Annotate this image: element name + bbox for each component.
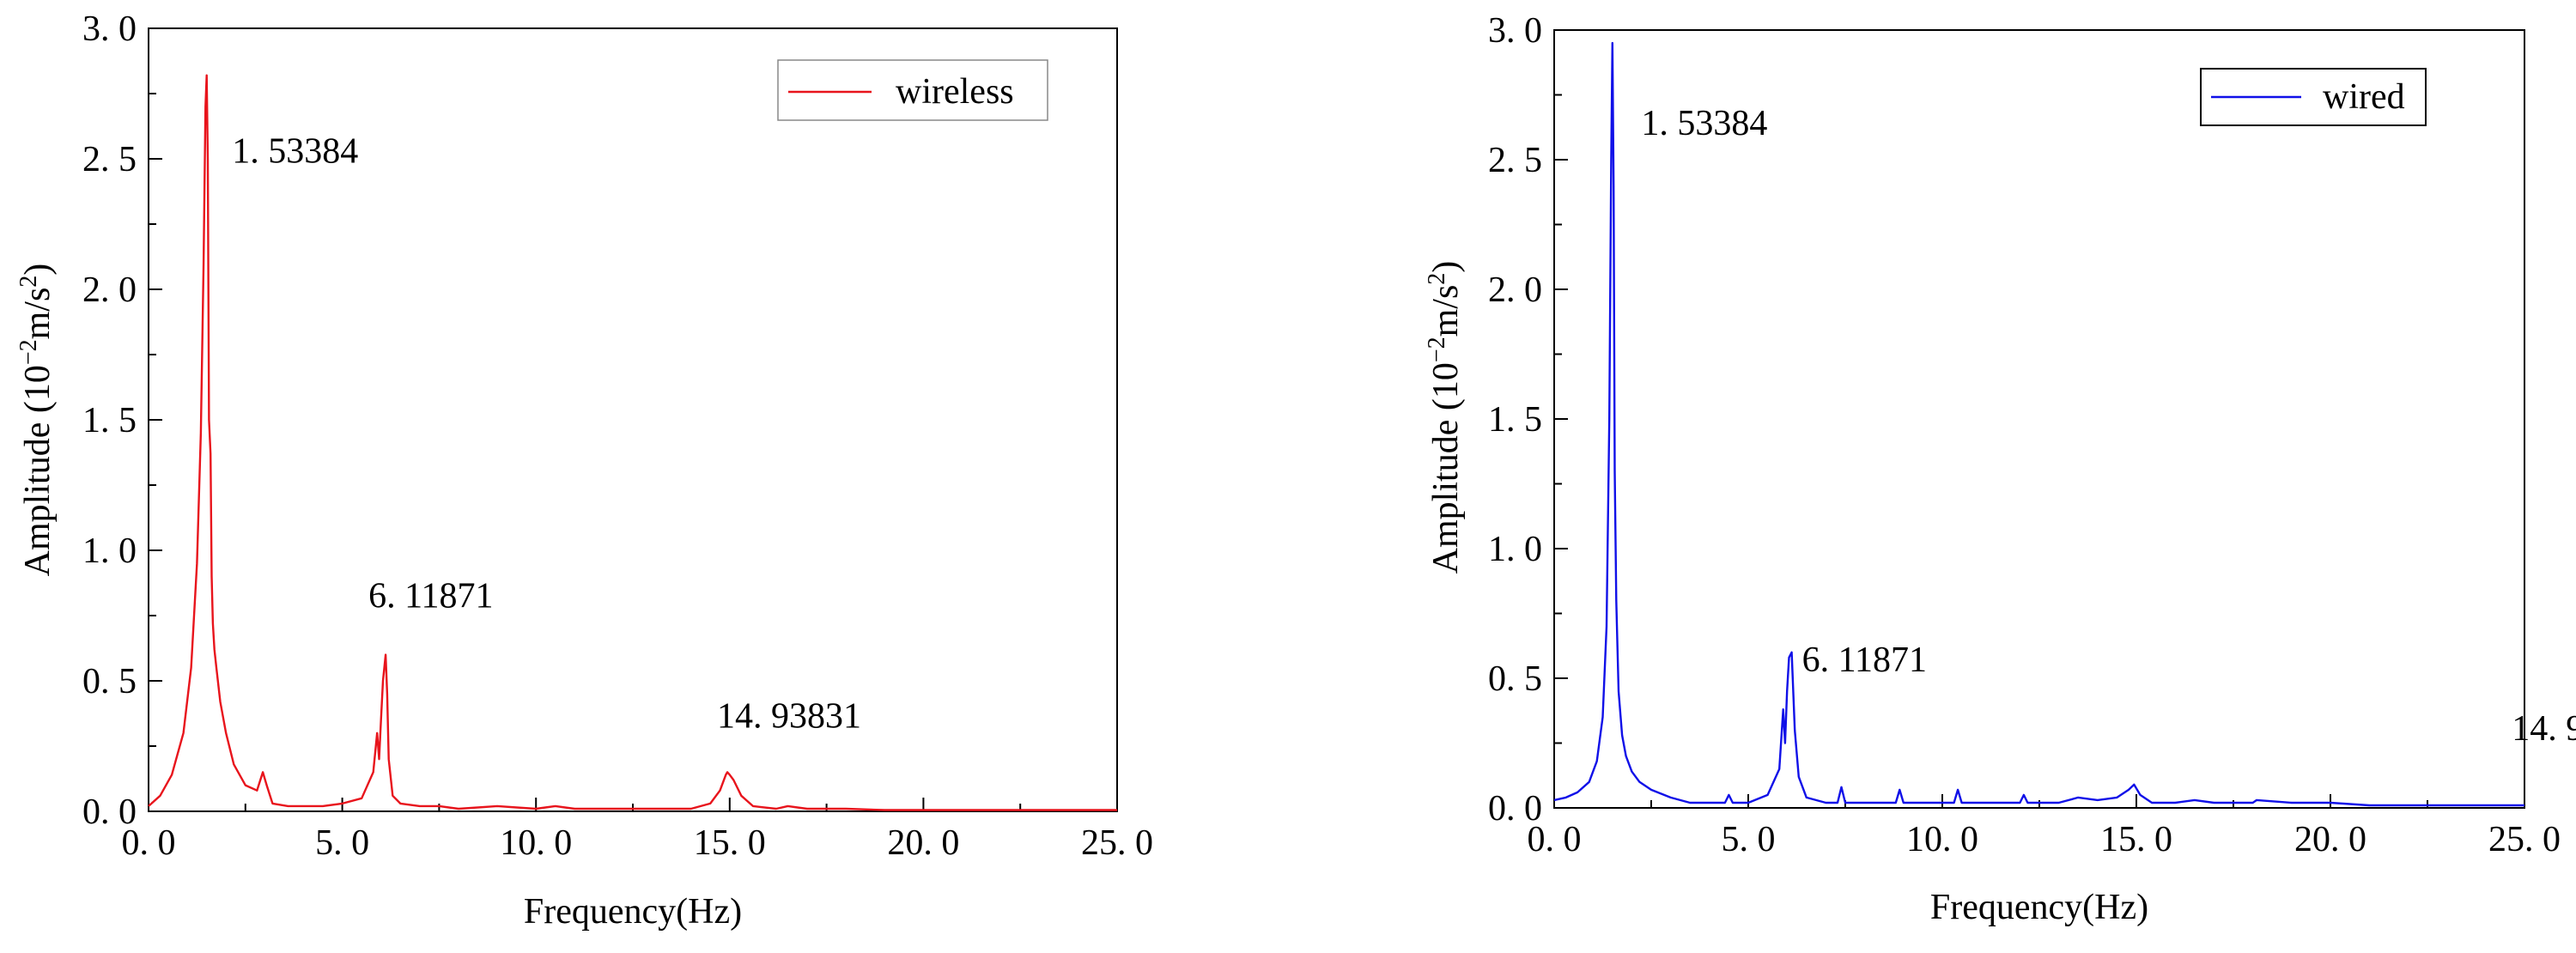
x-tick-label: 10. 0 [500, 823, 572, 863]
peak-label: 14. 93831 [2512, 709, 2576, 749]
wireless-chart: 0. 0 5. 0 10. 0 15. 0 20. 0 25. 0 0. 0 0. 5 1. 0… [15, 9, 1154, 932]
y-axis-title: Amplitude (10−2m/s2) [15, 264, 58, 577]
tick-marks [1553, 29, 2525, 809]
peak-label: 14. 93831 [717, 696, 861, 736]
tick-marks [148, 27, 1118, 812]
peak-label: 1. 53384 [1641, 104, 1767, 143]
x-tick-label: 15. 0 [694, 823, 766, 863]
y-axis-title: Amplitude (10−2m/s2) [1424, 261, 1467, 574]
x-tick-label: 25. 0 [1081, 823, 1153, 863]
peak-label: 6. 11871 [1802, 640, 1927, 680]
x-axis-title: Frequency(Hz) [524, 892, 742, 932]
x-tick-label: 20. 0 [2294, 820, 2366, 859]
x-tick-label: 5. 0 [315, 823, 369, 863]
wireless-series-line [148, 74, 1117, 811]
y-tick-label: 2. 5 [82, 140, 137, 179]
y-tick-label: 1. 0 [82, 531, 137, 571]
y-tick-label: 1. 5 [1488, 400, 1542, 440]
legend: wireless [777, 59, 1048, 121]
peak-label: 6. 11871 [368, 577, 493, 616]
x-axis-title: Frequency(Hz) [1930, 888, 2148, 927]
peak-label: 1. 53384 [232, 132, 358, 172]
legend-label-wireless: wireless [896, 72, 1014, 112]
y-tick-label: 1. 5 [82, 401, 137, 440]
x-tick-label: 5. 0 [1722, 820, 1776, 859]
x-tick-label: 10. 0 [1906, 820, 1978, 859]
peak-annotations: 1. 53384 6. 11871 14. 93831 [1641, 104, 2576, 749]
y-tick-label: 1. 0 [1488, 530, 1542, 569]
x-tick-label: 25. 0 [2488, 820, 2561, 859]
x-tick-label: 20. 0 [887, 823, 959, 863]
tick-labels: 0. 0 5. 0 10. 0 15. 0 20. 0 25. 0 0. 0 0. 5 1. 0… [1488, 11, 2561, 859]
peak-annotations: 1. 53384 6. 11871 14. 93831 [232, 132, 861, 737]
wired-series-line [1553, 41, 2524, 807]
legend: wired [2200, 68, 2427, 126]
y-tick-label: 0. 5 [82, 662, 137, 701]
x-tick-label: 0. 0 [1528, 820, 1582, 859]
legend-box [777, 59, 1048, 121]
plot-frame [1553, 29, 2525, 809]
y-tick-label: 3. 0 [1488, 11, 1542, 51]
y-tick-label: 0. 5 [1488, 659, 1542, 699]
y-tick-label: 2. 5 [1488, 141, 1542, 180]
wired-chart: 0. 0 5. 0 10. 0 15. 0 20. 0 25. 0 0. 0 0. 5 1. 0… [1424, 11, 2576, 927]
y-tick-label: 2. 0 [1488, 270, 1542, 310]
tick-labels: 0. 0 5. 0 10. 0 15. 0 20. 0 25. 0 0. 0 0. 5 1. 0… [82, 9, 1153, 863]
y-tick-label: 3. 0 [82, 9, 137, 49]
legend-label-wired: wired [2323, 77, 2405, 117]
y-tick-label: 2. 0 [82, 270, 137, 310]
y-tick-label: 0. 0 [82, 792, 137, 832]
x-tick-label: 15. 0 [2100, 820, 2172, 859]
y-tick-label: 0. 0 [1488, 789, 1542, 829]
x-tick-label: 0. 0 [122, 823, 176, 863]
